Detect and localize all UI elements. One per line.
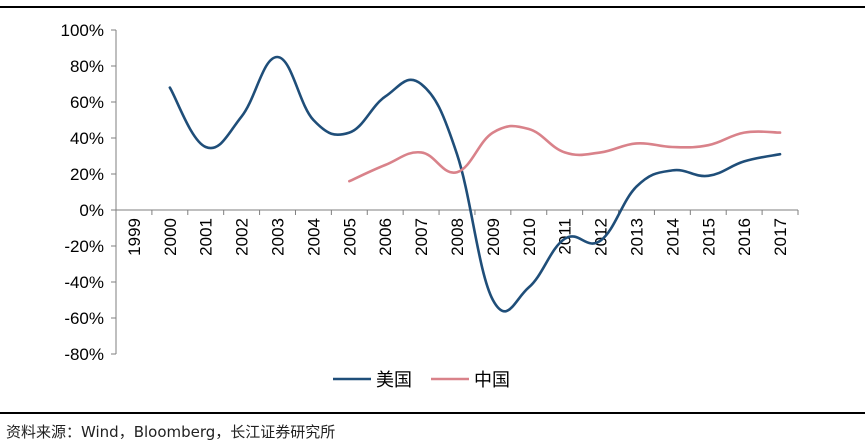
x-tick-label: 2015 xyxy=(699,218,718,256)
x-tick-label: 2006 xyxy=(376,218,395,256)
y-tick-label: 80% xyxy=(70,57,104,76)
x-tick-label: 2005 xyxy=(340,218,359,256)
y-tick-label: -60% xyxy=(64,309,104,328)
y-tick-label: -20% xyxy=(64,237,104,256)
x-tick-label: 1999 xyxy=(125,218,144,256)
legend-label: 中国 xyxy=(474,370,510,390)
series-lines xyxy=(168,55,782,313)
x-tick-label: 2000 xyxy=(161,218,180,256)
legend-label: 美国 xyxy=(376,370,412,390)
y-tick-label: 20% xyxy=(70,165,104,184)
x-tick-label: 2016 xyxy=(735,218,754,256)
top-rule xyxy=(0,6,865,8)
legend: 美国 中国 xyxy=(333,370,510,390)
x-tick-label: 2011 xyxy=(556,218,575,255)
y-tick-label: 60% xyxy=(70,93,104,112)
y-tick-label: 40% xyxy=(70,129,104,148)
x-tick-label: 2007 xyxy=(412,218,431,256)
series-line-us xyxy=(168,55,782,313)
y-axis: -80% -60% -40% -20% 0% 20% 40% 60% 80% 100% xyxy=(61,21,117,364)
y-tick-label: 100% xyxy=(61,21,104,40)
bottom-rule xyxy=(0,412,865,414)
x-tick-label: 2004 xyxy=(304,218,323,256)
x-tick-label: 2010 xyxy=(520,218,539,256)
x-tick-label: 2002 xyxy=(233,218,252,256)
y-tick-label: -80% xyxy=(64,345,104,364)
x-tick-label: 2012 xyxy=(592,218,611,256)
x-tick-label: 2017 xyxy=(771,218,790,256)
x-tick-label: 2008 xyxy=(448,218,467,256)
source-note: 资料来源：Wind，Bloomberg，长江证券研究所 xyxy=(6,423,336,441)
x-tick-label: 2014 xyxy=(663,218,682,256)
series-line-china xyxy=(348,124,782,183)
x-tick-label: 2013 xyxy=(627,218,646,256)
x-tick-label: 2003 xyxy=(269,218,288,256)
y-tick-label: 0% xyxy=(79,201,104,220)
x-tick-label: 2009 xyxy=(484,218,503,256)
x-axis: 1999 2000 2001 2002 2003 2004 2005 2006 2007 2008… xyxy=(115,209,799,256)
y-tick-label: -40% xyxy=(64,273,104,292)
x-tick-label: 2001 xyxy=(197,218,216,256)
